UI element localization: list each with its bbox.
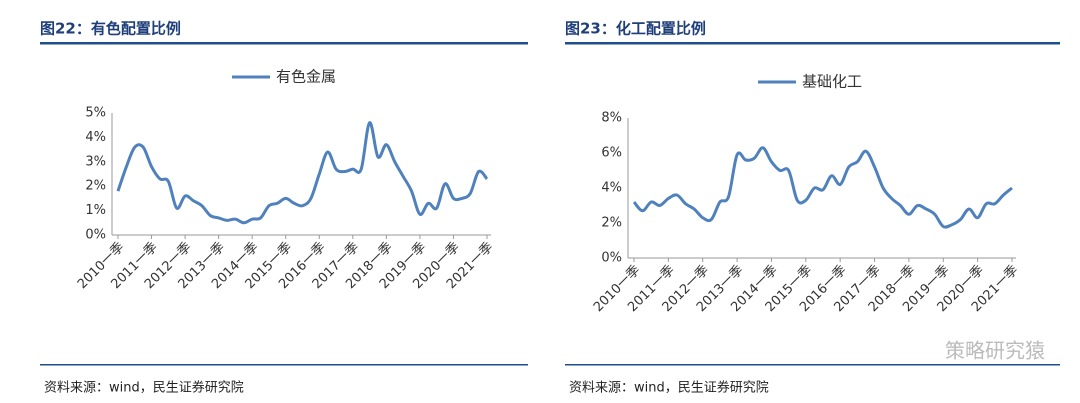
y-tick-label: 2% [85,179,106,194]
y-tick-label: 4% [85,130,106,145]
watermark: 策略研究猿 [945,339,1045,363]
y-tick-label: 0% [85,228,106,243]
chart-title: 图22：有色配置比例 [40,20,181,38]
y-tick-label: 6% [601,146,622,161]
y-tick-label: 0% [601,251,622,266]
y-tick-label: 5% [85,106,106,121]
title-rule [565,42,1060,45]
y-tick-label: 2% [601,216,622,231]
bottom-rule [565,364,1060,366]
y-tick-label: 3% [85,154,106,169]
y-tick-label: 4% [601,181,622,196]
legend-label: 有色金属 [276,68,336,86]
source-note: 资料来源：wind，民生证券研究院 [44,380,244,396]
series-line [116,121,489,225]
source-note: 资料来源：wind，民生证券研究院 [569,380,769,396]
title-rule [40,42,528,45]
bottom-rule [40,364,528,366]
chart-title: 图23：化工配置比例 [565,20,706,38]
series-line [632,146,1013,229]
y-tick-label: 1% [85,203,106,218]
legend-label: 基础化工 [802,73,862,91]
y-tick-label: 8% [601,111,622,126]
